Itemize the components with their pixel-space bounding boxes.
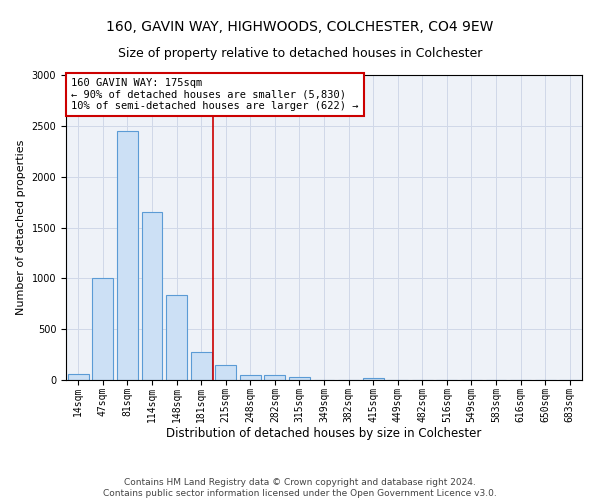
Bar bbox=[265, 375, 286, 380]
Bar bbox=[191, 352, 212, 380]
Text: Contains HM Land Registry data © Crown copyright and database right 2024.
Contai: Contains HM Land Registry data © Crown c… bbox=[103, 478, 497, 498]
Text: 160, GAVIN WAY, HIGHWOODS, COLCHESTER, CO4 9EW: 160, GAVIN WAY, HIGHWOODS, COLCHESTER, C… bbox=[106, 20, 494, 34]
Bar bbox=[68, 374, 89, 380]
Bar bbox=[240, 375, 261, 380]
Bar bbox=[166, 294, 187, 380]
Text: Size of property relative to detached houses in Colchester: Size of property relative to detached ho… bbox=[118, 48, 482, 60]
Bar bbox=[289, 377, 310, 380]
Bar bbox=[117, 131, 138, 380]
Bar bbox=[92, 278, 113, 380]
Bar bbox=[362, 378, 383, 380]
Bar bbox=[142, 212, 163, 380]
Y-axis label: Number of detached properties: Number of detached properties bbox=[16, 140, 26, 315]
X-axis label: Distribution of detached houses by size in Colchester: Distribution of detached houses by size … bbox=[166, 427, 482, 440]
Text: 160 GAVIN WAY: 175sqm
← 90% of detached houses are smaller (5,830)
10% of semi-d: 160 GAVIN WAY: 175sqm ← 90% of detached … bbox=[71, 78, 359, 112]
Bar bbox=[215, 366, 236, 380]
